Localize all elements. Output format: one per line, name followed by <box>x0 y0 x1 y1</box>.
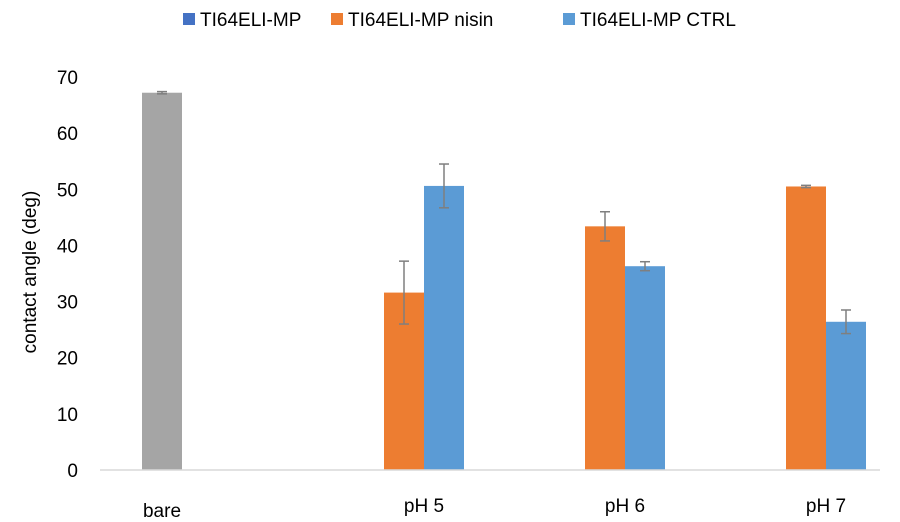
x-axis-labels: bare pH 5 pH 6 pH 7 <box>143 496 846 522</box>
legend-label: TI64ELI-MP nisin <box>348 10 493 31</box>
error-bars <box>157 90 851 335</box>
legend-marker <box>183 13 195 25</box>
y-tick-label: 0 <box>67 461 78 482</box>
x-tick-label: pH 5 <box>404 496 444 517</box>
bar <box>585 226 625 470</box>
y-axis-ticks: 0 10 20 30 40 50 60 70 <box>57 68 78 482</box>
bar <box>625 266 665 470</box>
x-tick-label: pH 7 <box>806 496 846 517</box>
x-tick-label: bare <box>143 501 181 522</box>
x-tick-label: pH 6 <box>605 496 645 517</box>
legend-marker <box>563 13 575 25</box>
bar <box>142 92 182 470</box>
y-tick-label: 40 <box>57 236 78 257</box>
y-axis-title: contact angle (deg) <box>20 191 41 354</box>
legend: TI64ELI-MP TI64ELI-MP nisin TI64ELI-MP CTR… <box>183 10 736 31</box>
bar <box>826 321 866 470</box>
y-tick-label: 20 <box>57 349 78 370</box>
y-tick-label: 30 <box>57 293 78 314</box>
legend-label: TI64ELI-MP CTRL <box>580 10 736 31</box>
legend-marker <box>331 13 343 25</box>
y-tick-label: 50 <box>57 180 78 201</box>
y-tick-label: 60 <box>57 124 78 145</box>
bar <box>786 186 826 470</box>
y-tick-label: 70 <box>57 68 78 89</box>
y-tick-label: 10 <box>57 405 78 426</box>
legend-label: TI64ELI-MP <box>200 10 301 31</box>
bar <box>424 185 464 470</box>
bars <box>142 92 866 470</box>
